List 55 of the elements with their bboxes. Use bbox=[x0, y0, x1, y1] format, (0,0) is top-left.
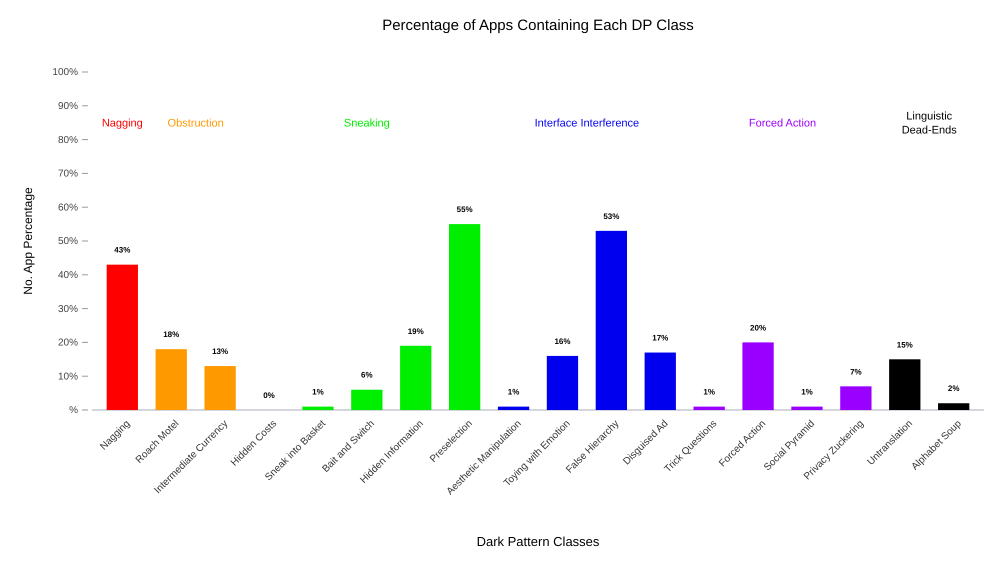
bar bbox=[742, 342, 774, 410]
data-label: 19% bbox=[408, 326, 424, 336]
bar bbox=[204, 366, 236, 410]
bar bbox=[498, 406, 530, 410]
bar bbox=[351, 390, 382, 410]
data-label: 53% bbox=[603, 212, 620, 221]
annotation: Linguistic Dead-Ends bbox=[902, 110, 958, 137]
data-label: 1% bbox=[508, 388, 520, 397]
data-label: 2% bbox=[948, 384, 960, 394]
data-label: 15% bbox=[896, 340, 913, 350]
data-label: 6% bbox=[361, 370, 373, 380]
y-tick-label: 20% bbox=[58, 338, 78, 349]
annotation: Sneaking bbox=[344, 118, 390, 130]
bar bbox=[302, 406, 334, 410]
y-tick-label: 50% bbox=[58, 236, 78, 248]
annotation: Interface Interference bbox=[534, 118, 640, 130]
data-label: 18% bbox=[163, 330, 180, 340]
data-label: 1% bbox=[312, 388, 324, 397]
data-label: 13% bbox=[212, 347, 228, 356]
bar bbox=[694, 406, 725, 410]
annotation: Obstruction bbox=[168, 118, 224, 130]
bar bbox=[400, 346, 432, 410]
bar bbox=[156, 349, 187, 410]
data-label: 1% bbox=[801, 388, 813, 397]
bar bbox=[938, 403, 970, 410]
bar bbox=[596, 230, 628, 410]
y-tick-label: 80% bbox=[58, 134, 78, 146]
data-label: 43% bbox=[114, 246, 130, 255]
y-tick-label: 70% bbox=[58, 168, 78, 180]
data-label: 16% bbox=[554, 336, 570, 346]
bar bbox=[644, 352, 676, 410]
y-tick-label: 30% bbox=[58, 304, 78, 315]
y-tick-label: % bbox=[69, 405, 78, 416]
bar bbox=[106, 264, 138, 410]
y-tick-label: 90% bbox=[58, 101, 78, 112]
y-axis-title: No. App Percentage bbox=[21, 186, 35, 295]
bar bbox=[840, 386, 872, 410]
x-axis-title: Dark Pattern Classes bbox=[476, 534, 600, 549]
data-label: 1% bbox=[703, 388, 715, 397]
bar bbox=[448, 224, 480, 410]
chart-title: Percentage of Apps Containing Each DP Class bbox=[382, 17, 694, 34]
data-label: 20% bbox=[750, 323, 766, 332]
annotation: Nagging bbox=[102, 118, 143, 130]
y-tick-label: 60% bbox=[58, 202, 78, 214]
annotation: Forced Action bbox=[748, 118, 816, 130]
data-label: 0% bbox=[263, 391, 275, 400]
y-tick-label: 10% bbox=[58, 371, 78, 382]
data-label: 55% bbox=[456, 205, 473, 214]
bar bbox=[546, 356, 578, 410]
data-label: 7% bbox=[850, 367, 862, 376]
y-tick-label: 40% bbox=[58, 270, 78, 281]
data-label: 17% bbox=[652, 334, 668, 343]
y-tick-label: 100% bbox=[52, 67, 78, 78]
bar bbox=[791, 406, 823, 410]
bar bbox=[889, 359, 920, 410]
